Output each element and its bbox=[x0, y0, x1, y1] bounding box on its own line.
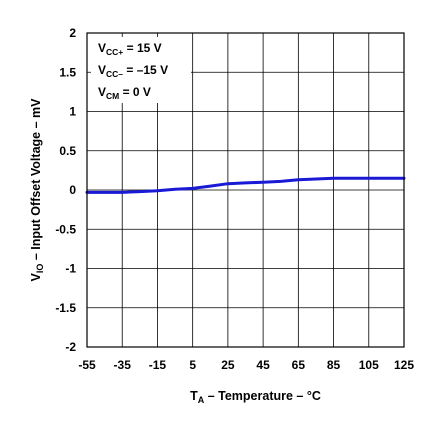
y-tick-label: -1.5 bbox=[55, 301, 76, 315]
x-tick-label: 105 bbox=[359, 358, 379, 372]
annotation-post: = –15 V bbox=[123, 63, 168, 77]
y-tick-label: 0.5 bbox=[59, 144, 76, 158]
annotation-post: = 0 V bbox=[119, 85, 151, 99]
y-tick-label: 2 bbox=[69, 26, 76, 40]
annotation-sub: CC+ bbox=[106, 47, 123, 57]
y-axis-label: VIO – Input Offset Voltage – mV bbox=[29, 98, 45, 282]
annotation-pre: V bbox=[98, 41, 106, 55]
annotation-sub: CC– bbox=[106, 69, 123, 79]
series-line bbox=[85, 176, 406, 194]
plot-frame bbox=[86, 32, 405, 348]
annotation-pre: V bbox=[98, 85, 106, 99]
x-tick-label: 5 bbox=[189, 358, 196, 372]
annotation-box bbox=[91, 37, 191, 103]
x-tick-label: 45 bbox=[256, 358, 270, 372]
annotation-sub: CM bbox=[106, 91, 119, 101]
y-tick-label: 1 bbox=[69, 105, 76, 119]
condition-annotation: VCM = 0 V bbox=[98, 85, 151, 101]
x-axis-label-main: T bbox=[190, 389, 198, 403]
annotation-pre: V bbox=[98, 63, 106, 77]
y-tick-label: 0 bbox=[69, 183, 76, 197]
y-tick-labels: 2 1.5 1 0.5 0 -0.5 -1 -1.5 -2 bbox=[55, 26, 76, 354]
y-axis-label-sub: IO bbox=[35, 264, 45, 274]
y-tick-label: -1 bbox=[65, 262, 76, 276]
x-tick-label: 85 bbox=[327, 358, 341, 372]
condition-annotation: VCC+ = 15 V bbox=[98, 41, 162, 57]
x-tick-label: 25 bbox=[221, 358, 235, 372]
y-tick-label: -2 bbox=[65, 340, 76, 354]
condition-annotation: VCC– = –15 V bbox=[98, 63, 168, 79]
x-tick-label: 125 bbox=[394, 358, 414, 372]
y-axis-label-main: V bbox=[29, 272, 43, 281]
x-tick-label: -55 bbox=[78, 358, 96, 372]
annotation-post: = 15 V bbox=[123, 41, 161, 55]
x-axis-label: TA – Temperature – °C bbox=[190, 389, 321, 405]
x-axis-label-rest: – Temperature – °C bbox=[204, 389, 321, 403]
y-tick-label: -0.5 bbox=[55, 222, 76, 236]
x-axis-label-sub: A bbox=[198, 395, 205, 405]
x-tick-label: -15 bbox=[149, 358, 167, 372]
x-tick-labels: -55 -35 -15 5 25 45 65 85 105 125 bbox=[78, 358, 414, 372]
y-tick-label: 1.5 bbox=[59, 65, 76, 79]
x-tick-label: -35 bbox=[114, 358, 132, 372]
y-axis-label-rest: – Input Offset Voltage – mV bbox=[29, 98, 43, 264]
x-tick-label: 65 bbox=[292, 358, 306, 372]
